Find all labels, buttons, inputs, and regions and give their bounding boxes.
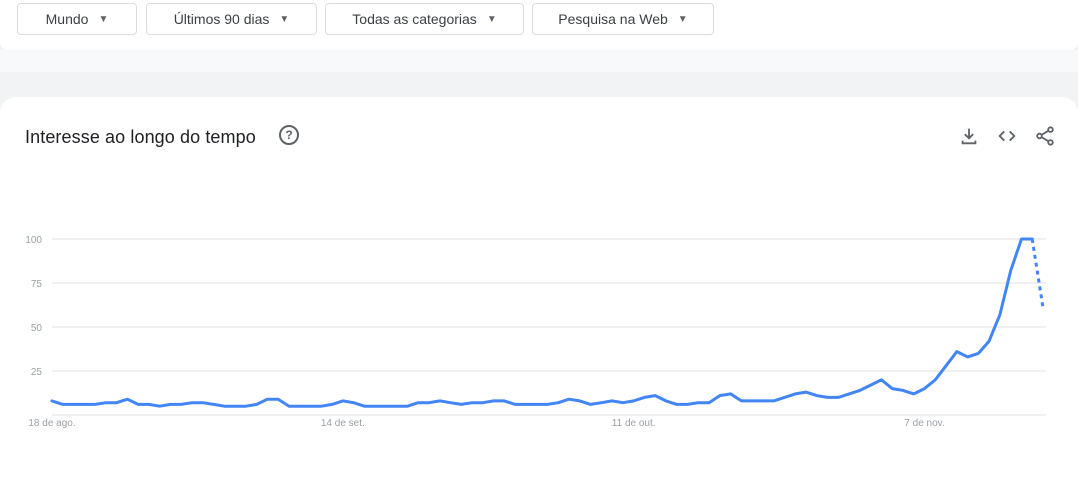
share-icon[interactable] (1034, 125, 1056, 147)
search-type-filter-label: Pesquisa na Web (558, 11, 668, 27)
chevron-down-icon: ▼ (486, 13, 497, 25)
x-tick-label: 7 de nov. (904, 418, 944, 429)
y-tick-label: 25 (31, 367, 43, 378)
y-tick-labels: 25 50 75 100 (25, 235, 42, 378)
y-tick-label: 100 (25, 235, 42, 246)
region-filter-label: Mundo (45, 11, 89, 27)
search-type-filter[interactable]: Pesquisa na Web ▼ (532, 3, 714, 35)
region-filter[interactable]: Mundo ▼ (17, 3, 137, 35)
interest-over-time-card: Interesse ao longo do tempo ? (0, 97, 1078, 477)
help-icon[interactable]: ? (279, 125, 299, 145)
category-filter[interactable]: Todas as categorias ▼ (325, 3, 524, 35)
chart-grid (52, 238, 1046, 416)
filter-bar: Mundo ▼ Últimos 90 dias ▼ Todas as categ… (0, 0, 1078, 50)
period-filter-label: Últimos 90 dias (173, 11, 270, 27)
y-tick-label: 50 (31, 323, 43, 334)
x-tick-label: 11 de out. (612, 418, 656, 429)
y-tick-label: 75 (31, 279, 43, 290)
x-tick-label: 18 de ago. (28, 418, 75, 429)
x-tick-label: 14 de set. (321, 418, 365, 429)
card-title: Interesse ao longo do tempo (25, 127, 256, 147)
download-icon[interactable] (958, 125, 980, 147)
category-filter-label: Todas as categorias (352, 11, 477, 27)
series-line (50, 237, 1034, 408)
chevron-down-icon: ▼ (279, 13, 290, 25)
divider-band (0, 50, 1078, 72)
chevron-down-icon: ▼ (98, 13, 109, 25)
period-filter[interactable]: Últimos 90 dias ▼ (146, 3, 317, 35)
x-tick-labels: 18 de ago. 14 de set. 11 de out. 7 de nov. (28, 418, 944, 429)
series-line-partial (1030, 238, 1045, 308)
embed-code-icon[interactable] (996, 125, 1018, 147)
chevron-down-icon: ▼ (677, 13, 688, 25)
